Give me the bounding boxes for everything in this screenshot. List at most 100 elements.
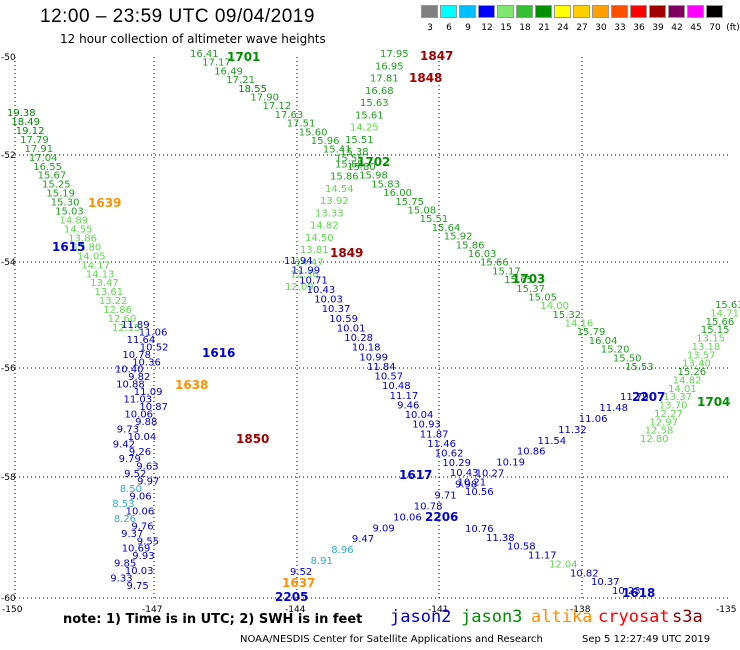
wave-height-label: 16.04 xyxy=(589,336,618,347)
wave-height-label: 10.37 xyxy=(591,577,620,588)
wave-height-label: 19.38 xyxy=(7,108,36,119)
wave-height-label: 10.82 xyxy=(570,568,599,579)
wave-height-label: 14.71 xyxy=(710,308,739,319)
wave-height-label: 17.17 xyxy=(202,58,231,69)
lat-tick-label: -60 xyxy=(1,594,16,604)
wave-height-label: 12.58 xyxy=(645,426,674,437)
graticule xyxy=(14,57,728,599)
wave-height-label: 12.86 xyxy=(103,305,132,316)
wave-height-label: 10.01 xyxy=(337,323,366,334)
wave-height-label: 15.03 xyxy=(55,207,84,218)
wave-height-label: 8.26 xyxy=(114,514,136,525)
color-swatch xyxy=(440,5,457,18)
color-scale-legend: 3 6 9 12 15 18 21 24 27 30 33 36 39 42 45 70 (ft) xyxy=(421,5,740,33)
satellite-legend-altika: altika xyxy=(531,607,593,627)
wave-height-label: 9.37 xyxy=(121,529,143,540)
wave-height-label: 17.91 xyxy=(25,144,54,155)
wave-height-label: 17.63 xyxy=(275,110,304,121)
wave-height-label: 10.19 xyxy=(496,458,525,469)
color-swatch-label: 24 xyxy=(557,23,569,33)
wave-height-label: 11.09 xyxy=(134,387,163,398)
wave-height-label: 19.12 xyxy=(16,126,45,137)
wave-height-label: 15.51 xyxy=(345,135,374,146)
color-swatch xyxy=(630,5,647,18)
credit-text: NOAA/NESDIS Center for Satellite Applica… xyxy=(240,634,543,645)
color-swatch-label: 15 xyxy=(500,23,512,33)
color-swatch xyxy=(592,5,609,18)
satellite-track: 19.3818.4919.1217.7917.9117.0416.5515.67… xyxy=(7,108,141,334)
color-swatch-label: 39 xyxy=(652,23,664,33)
wave-height-label: 10.78 xyxy=(414,501,443,512)
wave-height-label: 11.06 xyxy=(579,414,608,425)
wave-height-label: 11.17 xyxy=(528,551,557,562)
wave-height-label: 14.89 xyxy=(60,216,89,227)
wave-height-label: 15.50 xyxy=(613,353,642,364)
pass-label: 1638 xyxy=(175,378,208,392)
wave-height-label: 9.79 xyxy=(119,454,141,465)
wave-height-label: 11.46 xyxy=(427,439,456,450)
wave-height-label: 15.26 xyxy=(678,367,707,378)
wave-height-label: 11.64 xyxy=(127,335,156,346)
wave-height-label: 9.88 xyxy=(135,417,157,428)
color-swatch-label: 36 xyxy=(633,23,645,33)
wave-height-label: 10.57 xyxy=(375,372,404,383)
wave-height-label: 9.46 xyxy=(397,400,419,411)
wave-height-label: 14.54 xyxy=(325,184,354,195)
wave-height-label: 10.78 xyxy=(122,350,151,361)
wave-height-label: 10.03 xyxy=(125,566,154,577)
wave-height-label: 15.86 xyxy=(456,240,485,251)
color-swatch xyxy=(478,5,495,18)
pass-label: 1849 xyxy=(330,246,363,260)
wave-height-label: 13.92 xyxy=(320,196,349,207)
wave-height-label: 8.50 xyxy=(120,484,142,495)
wave-height-label: 11.48 xyxy=(599,403,628,414)
wave-height-label: 10.59 xyxy=(329,314,358,325)
wave-height-label: 10.04 xyxy=(405,410,434,421)
wave-height-label: 9.52 xyxy=(124,469,146,480)
wave-height-label: 10.71 xyxy=(299,275,328,286)
wave-height-label: 10.21 xyxy=(458,477,487,488)
wave-height-label: 14.05 xyxy=(77,251,106,262)
wave-height-label: 17.90 xyxy=(250,93,279,104)
wave-height-label: 16.03 xyxy=(468,249,497,260)
color-swatch-label: 18 xyxy=(519,23,531,33)
wave-height-label: 12.09 xyxy=(285,282,314,293)
color-swatch-label: 33 xyxy=(614,23,626,33)
wave-height-label: 10.40 xyxy=(115,365,144,376)
color-swatch xyxy=(611,5,628,18)
wave-height-label: 15.86 xyxy=(330,172,359,183)
wave-height-label: 13.81 xyxy=(300,245,329,256)
color-swatch xyxy=(573,5,590,18)
wave-height-label: 8.91 xyxy=(311,556,333,567)
wave-height-label: 10.18 xyxy=(352,343,381,354)
color-swatch xyxy=(687,5,704,18)
wave-height-label: 9.33 xyxy=(110,574,132,585)
color-swatch xyxy=(554,5,571,18)
axis-labels: -50 -52 -54 -56 -58 -60-150 -147 -144 -141 -138 -1… xyxy=(1,53,736,615)
wave-height-label: 15.83 xyxy=(371,179,400,190)
wave-height-label: 13.22 xyxy=(99,296,128,307)
wave-height-label: 15.92 xyxy=(444,232,473,243)
wave-height-label: 14.55 xyxy=(64,225,93,236)
wave-height-label: 14.16 xyxy=(565,319,594,330)
wave-height-label: 15.66 xyxy=(480,258,509,269)
wave-height-label: 15.65 xyxy=(504,275,533,286)
wave-height-label: 10.43 xyxy=(450,468,479,479)
lat-tick-label: -56 xyxy=(1,364,16,374)
satellite-track: 11.9411.9910.7110.4310.0310.3710.5910.01… xyxy=(284,256,494,498)
wave-height-label: 15.64 xyxy=(432,223,461,234)
wave-height-label: 10.87 xyxy=(139,402,168,413)
lat-tick-label: -58 xyxy=(1,473,16,483)
wave-height-label: 15.20 xyxy=(601,345,630,356)
wave-height-label: 11.79 xyxy=(620,392,649,403)
pass-label: 1701 xyxy=(227,50,260,64)
lon-tick-label: -147 xyxy=(142,605,162,615)
page-title: 12:00 – 23:59 UTC 09/04/2019 xyxy=(40,6,315,27)
wave-height-label: 9.85 xyxy=(114,559,136,570)
color-swatch xyxy=(649,5,666,18)
pass-label: 1616 xyxy=(202,346,235,360)
wave-height-label: 11.17 xyxy=(390,391,419,402)
wave-height-label: 12.60 xyxy=(108,314,137,325)
wave-height-label: 13.61 xyxy=(95,287,124,298)
wave-height-label: 13.37 xyxy=(663,392,692,403)
